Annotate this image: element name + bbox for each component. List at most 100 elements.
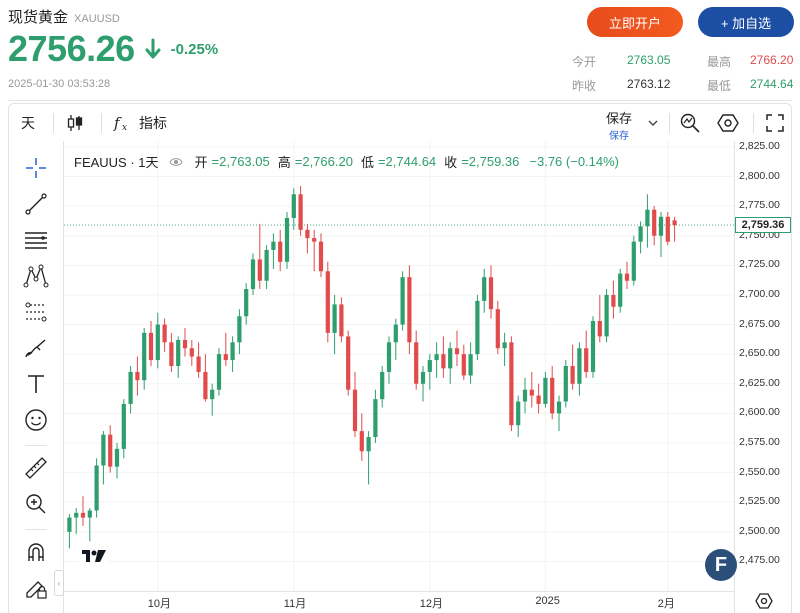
stat-low-value: 2744.64 <box>750 77 794 91</box>
save-dropdown[interactable] <box>647 104 659 142</box>
chart-toolbar: 天 f x 指标 保存 保存 <box>8 103 792 142</box>
indicators-label: 指标 <box>139 115 167 131</box>
pattern-icon[interactable] <box>23 263 49 289</box>
drawing-toolbar <box>8 141 64 613</box>
candle-body <box>223 354 228 361</box>
collapse-toolbar-handle[interactable]: ‹ <box>54 570 64 596</box>
candle-body <box>482 277 487 301</box>
crosshair-icon[interactable] <box>23 155 49 181</box>
candle-body <box>597 321 602 337</box>
candle-body <box>529 389 534 396</box>
candle-body <box>169 342 174 366</box>
candle-body <box>189 348 194 357</box>
zoom-in-icon[interactable] <box>23 491 49 517</box>
candle-body <box>604 294 609 337</box>
y-tick-label: 2,550.00 <box>739 465 780 478</box>
brush-icon[interactable] <box>23 335 49 361</box>
ruler-icon[interactable] <box>23 455 49 481</box>
candle-body <box>400 277 405 325</box>
fullscreen-button[interactable] <box>765 104 785 142</box>
candle-body <box>278 241 283 262</box>
fib-lines-icon[interactable] <box>23 227 49 253</box>
candle-body <box>373 399 378 438</box>
compare-button[interactable] <box>679 104 701 142</box>
emoji-icon[interactable] <box>23 407 49 433</box>
y-tick-label: 2,825.00 <box>739 139 780 152</box>
candle-body <box>665 216 670 242</box>
axis-settings-icon[interactable] <box>754 591 774 611</box>
candlestick-chart[interactable] <box>64 141 734 591</box>
time-axis[interactable]: 10月 11月 12月 2025 2月 <box>64 591 734 613</box>
candle-body <box>611 294 616 307</box>
quote-timestamp: 2025-01-30 03:53:28 <box>8 78 111 90</box>
candle-body <box>74 512 79 518</box>
candle-body <box>291 194 296 218</box>
candle-body <box>135 371 140 381</box>
candle-body <box>414 342 419 384</box>
candles-button[interactable] <box>65 104 85 142</box>
legend-symbol[interactable]: FEAUUS · 1天 <box>74 155 159 170</box>
candle-body <box>196 356 201 372</box>
candle-body <box>420 371 426 384</box>
candle-body <box>162 324 167 343</box>
y-tick-label: 2,500.00 <box>739 524 780 537</box>
y-tick-label: 2,625.00 <box>739 376 780 389</box>
candle-body <box>121 403 126 449</box>
tradingview-logo[interactable] <box>78 542 110 570</box>
stat-open: 今开 <box>572 53 596 70</box>
arrow-down-icon <box>145 38 161 59</box>
candle-body <box>645 209 650 227</box>
add-watchlist-button[interactable]: + 加自选 <box>698 7 794 37</box>
candle-body <box>556 401 562 414</box>
price-change: -0.25% <box>170 40 219 58</box>
projection-icon[interactable] <box>23 299 49 325</box>
eye-icon[interactable] <box>168 156 183 168</box>
candle-body <box>658 216 664 236</box>
pencil-lock-icon[interactable] <box>23 575 49 601</box>
candle-body <box>448 348 453 369</box>
stat-open-value: 2763.05 <box>627 53 671 67</box>
x-tick-label: 11月 <box>283 598 307 610</box>
price-axis[interactable]: 2,825.00 2,800.00 2,775.00 2,750.00 2,725.00… <box>734 139 792 613</box>
save-button[interactable]: 保存 保存 <box>597 108 641 142</box>
magnet-icon[interactable] <box>23 539 49 565</box>
candle-body <box>142 332 147 381</box>
candle-body <box>114 448 120 467</box>
candles-icon <box>67 115 83 131</box>
legend-open-value: =2,763.05 <box>211 154 270 169</box>
candle-body <box>488 277 494 310</box>
candle-body <box>441 354 446 369</box>
candle-body <box>257 259 262 281</box>
candle-body <box>495 309 500 349</box>
compare-icon <box>680 113 700 133</box>
candle-body <box>94 465 99 511</box>
tradingview-icon <box>82 550 106 562</box>
chart-legend: FEAUUS · 1天 开 =2,763.05 高 =2,766.20 低 =2,74… <box>74 152 619 171</box>
candle-body <box>67 517 72 532</box>
candle-body <box>502 342 507 349</box>
trendline-icon[interactable] <box>23 191 49 217</box>
indicators-button[interactable]: f x 指标 <box>113 104 167 142</box>
interval-button[interactable]: 天 <box>21 115 35 131</box>
candle-body <box>101 434 106 466</box>
candle-body <box>210 389 215 400</box>
title-row: 现货黄金 XAUUSD <box>8 6 120 27</box>
x-tick-label: 2025 <box>535 595 560 607</box>
candle-body <box>570 366 575 384</box>
hexagon-icon <box>717 114 739 132</box>
y-tick-label: 2,725.00 <box>739 258 780 271</box>
svg-text:x: x <box>122 123 127 133</box>
candle-body <box>407 277 412 343</box>
candle-body <box>352 389 358 432</box>
legend-low-value: =2,744.64 <box>377 154 437 169</box>
quote-header: 现货黄金 XAUUSD 2756.26 -0.25% 2025-01-30 03… <box>0 0 800 100</box>
stat-high-label: 最高 <box>707 55 732 69</box>
settings-hex-button[interactable] <box>717 104 739 142</box>
header-divider <box>8 100 792 101</box>
candle-body <box>305 229 310 239</box>
candle-body <box>155 324 160 361</box>
stat-prev: 昨收 <box>572 77 596 94</box>
candle-body <box>271 241 276 250</box>
open-account-button[interactable]: 立即开户 <box>587 7 683 37</box>
text-icon[interactable] <box>23 371 49 397</box>
